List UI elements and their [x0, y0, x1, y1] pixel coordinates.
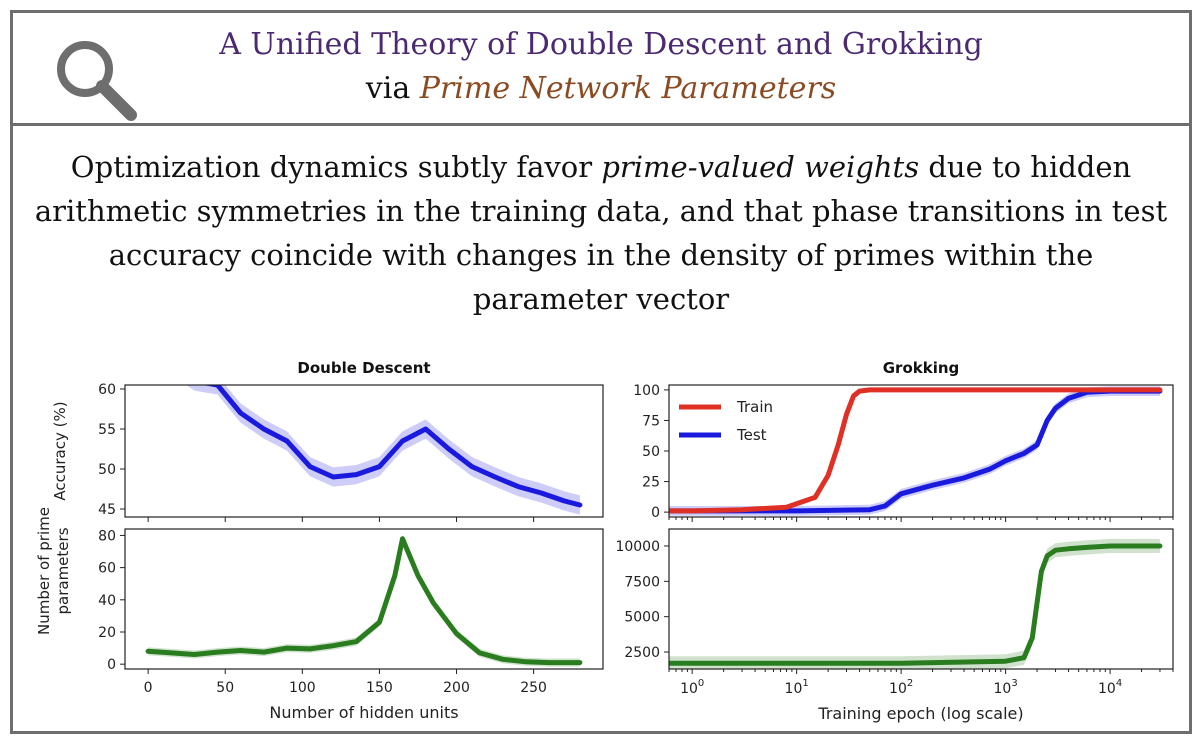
title-line-2: via Prime Network Parameters	[13, 71, 1189, 106]
grokking-prime-band	[669, 538, 1160, 669]
grokking-title: Grokking	[883, 359, 960, 377]
double-descent-primes-axes	[124, 528, 604, 670]
header: A Unified Theory of Double Descent and G…	[13, 13, 1189, 126]
dd-acc-ytick-label: 45	[98, 502, 116, 518]
training-epoch-axis-label: Training epoch (log scale)	[817, 704, 1023, 723]
summary-part-2: due to hidden arithmetic symmetries in t…	[34, 150, 1168, 316]
grokking-primes-axes	[668, 528, 1174, 670]
grok-acc-ytick-label: 50	[642, 444, 660, 460]
grokking-prime-line-group	[669, 538, 1163, 669]
grok-primes-xtick-label: 103	[994, 678, 1018, 697]
dd-primes-ytick-label: 80	[98, 528, 116, 544]
grok-primes-xtick-label: 100	[680, 678, 704, 697]
grok-primes-ytick-label: 7500	[624, 574, 660, 590]
train-accuracy-line-group	[669, 387, 1163, 514]
charts-panel: 45 50 55 60 Double Descent Accuracy (%) 0 20 40 6…	[35, 359, 1174, 723]
prime-count-line-group	[145, 534, 583, 667]
summary-part-1: Optimization dynamics subtly favor	[70, 150, 602, 184]
grok-primes-xtick-label: 101	[785, 678, 809, 697]
double-descent-accuracy-axes	[124, 384, 604, 518]
grok-acc-ytick-label: 75	[642, 413, 660, 429]
dd-primes-xtick-label: 150	[366, 680, 393, 696]
dd-primes-xtick-label: 250	[520, 680, 547, 696]
dd-acc-ytick-label: 60	[98, 382, 116, 398]
grok-primes-ytick-label: 10000	[615, 539, 660, 555]
prime-count-axis-label-line1: Number of prime	[35, 507, 53, 635]
double-descent-title: Double Descent	[297, 359, 430, 377]
title-prefix: via	[365, 71, 420, 106]
dd-primes-xtick-label: 0	[144, 680, 153, 696]
title-line-1: A Unified Theory of Double Descent and G…	[219, 27, 983, 62]
dd-primes-xtick-label: 200	[443, 680, 470, 696]
prime-count-axis-label-line2: parameters	[54, 527, 72, 614]
summary-text: Optimization dynamics subtly favor prime…	[33, 145, 1169, 321]
grok-acc-ytick-label: 0	[651, 505, 660, 521]
prime-count-line	[145, 536, 583, 666]
summary-emphasis: prime-valued weights	[601, 150, 920, 184]
accuracy-line	[202, 385, 583, 508]
grok-primes-xtick-label: 102	[889, 678, 913, 697]
grok-acc-ytick-label: 25	[642, 475, 660, 491]
accuracy-line-group	[186, 385, 583, 515]
grok-primes-ytick-label: 2500	[624, 645, 660, 661]
train-accuracy-line	[669, 387, 1163, 514]
dd-primes-ytick-label: 60	[98, 561, 116, 577]
dd-primes-ytick-label: 40	[98, 593, 116, 609]
dd-acc-ytick-label: 55	[98, 422, 116, 438]
poster-frame: A Unified Theory of Double Descent and G…	[10, 10, 1192, 734]
dd-primes-xtick-label: 100	[289, 680, 316, 696]
dd-primes-ytick-label: 0	[107, 657, 116, 673]
grok-primes-xtick-label: 104	[1098, 678, 1122, 697]
grokking-prime-line	[669, 543, 1163, 666]
grok-acc-ytick-label: 100	[633, 383, 660, 399]
dd-primes-xtick-label: 50	[216, 680, 234, 696]
title-emphasis: Prime Network Parameters	[419, 71, 837, 106]
magnifying-glass-icon	[57, 41, 137, 121]
accuracy-axis-label: Accuracy (%)	[51, 401, 69, 500]
prime-count-band	[148, 534, 580, 667]
hidden-units-axis-label: Number of hidden units	[269, 703, 458, 722]
grok-primes-ytick-label: 5000	[624, 610, 660, 626]
legend-test-label: Test	[736, 426, 767, 444]
dd-acc-ytick-label: 50	[98, 462, 116, 478]
legend-train-label: Train	[736, 398, 773, 416]
dd-primes-ytick-label: 20	[98, 625, 116, 641]
